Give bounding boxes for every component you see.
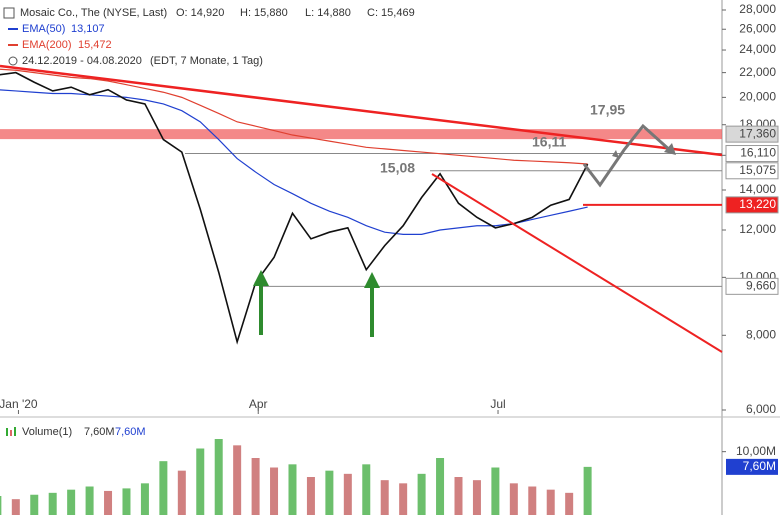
level-box bbox=[725, 196, 779, 214]
level-box bbox=[725, 125, 779, 143]
level-label: 13,220 bbox=[739, 197, 776, 211]
value-box bbox=[726, 458, 778, 475]
trend-line bbox=[431, 173, 723, 353]
volume-bar bbox=[214, 439, 223, 515]
buy-arrows bbox=[253, 270, 380, 337]
x-tick-label: Jan '20 bbox=[0, 397, 38, 411]
volume-bar bbox=[104, 490, 113, 515]
volume-bar bbox=[472, 480, 481, 515]
arrow-head bbox=[612, 150, 619, 158]
series-line bbox=[0, 71, 589, 345]
volume-bar bbox=[509, 483, 518, 515]
y-tick-label: 20,000 bbox=[739, 90, 776, 104]
y-tick-label: 28,000 bbox=[739, 2, 776, 16]
series-line bbox=[0, 89, 588, 235]
annotation: 15,08 bbox=[380, 160, 415, 176]
level-label: 16,110 bbox=[740, 146, 776, 160]
annotation: 16,11 bbox=[532, 134, 566, 150]
volume-bar bbox=[251, 458, 260, 515]
volume-bar bbox=[362, 464, 371, 515]
volume-bar bbox=[177, 470, 186, 515]
arrow-shaft bbox=[259, 283, 263, 335]
x-tick-label: Apr bbox=[249, 397, 268, 411]
volume-bar bbox=[48, 492, 57, 515]
y-tick-label: 22,000 bbox=[739, 65, 776, 79]
level-label: 15,075 bbox=[739, 163, 776, 177]
volume-bar bbox=[233, 445, 242, 515]
volume-value: 7,60M bbox=[84, 426, 115, 438]
volume-bar bbox=[30, 494, 39, 515]
volume-bar bbox=[436, 458, 445, 515]
volume-bar bbox=[454, 477, 463, 515]
volume-bar bbox=[325, 470, 334, 515]
volume-bar bbox=[380, 480, 389, 515]
icon bbox=[3, 7, 15, 19]
high: H: 15,880 bbox=[240, 7, 288, 19]
icon bbox=[14, 427, 16, 436]
level-label: 17,360 bbox=[739, 126, 776, 140]
x-tick-label: Jul bbox=[490, 397, 505, 411]
volume-bar bbox=[399, 483, 408, 515]
legend-swatch bbox=[8, 44, 18, 46]
title: Mosaic Co., The (NYSE, Last) bbox=[20, 7, 167, 19]
range-info: (EDT, 7 Monate, 1 Tag) bbox=[150, 55, 263, 67]
volume-bar bbox=[306, 477, 315, 515]
legend-value: 15,472 bbox=[78, 39, 112, 51]
volume-bar bbox=[565, 492, 574, 515]
volume-bar bbox=[583, 466, 592, 515]
volume-bar bbox=[491, 467, 500, 515]
legend-label: EMA(200) bbox=[22, 39, 72, 51]
volume-bar bbox=[159, 461, 168, 515]
legend-label: EMA(50) bbox=[22, 23, 65, 35]
level-label: 9,660 bbox=[746, 279, 776, 293]
y-tick-label: 12,000 bbox=[739, 222, 776, 236]
volume-bar bbox=[122, 488, 131, 515]
volume-bar bbox=[343, 473, 352, 515]
volume-value: 7,60M bbox=[115, 426, 146, 438]
icon bbox=[8, 56, 18, 66]
trend-line bbox=[0, 64, 723, 157]
y-tick-label: 10,00M bbox=[736, 444, 776, 458]
arrow-head bbox=[664, 143, 676, 155]
date-range: 24.12.2019 - 04.08.2020 bbox=[22, 55, 142, 67]
volume-bar bbox=[140, 483, 149, 515]
value-label: 7,60M bbox=[743, 459, 776, 473]
volume-bar bbox=[85, 486, 94, 515]
volume-legend: Volume(1) bbox=[22, 426, 72, 438]
legend-swatch bbox=[8, 28, 18, 30]
low: L: 14,880 bbox=[305, 7, 351, 19]
arrow-head bbox=[364, 272, 380, 288]
volume-bar bbox=[11, 499, 20, 515]
series-line bbox=[0, 68, 588, 165]
annotation: 17,95 bbox=[590, 102, 625, 118]
y-tick-label: 26,000 bbox=[739, 21, 776, 35]
level-box bbox=[725, 162, 779, 180]
volume-bar bbox=[270, 467, 279, 515]
y-tick-label: 24,000 bbox=[739, 42, 776, 56]
open: O: 14,920 bbox=[176, 7, 224, 19]
volume-bar bbox=[0, 496, 2, 515]
level-band bbox=[0, 129, 722, 140]
legend-value: 13,107 bbox=[71, 23, 105, 35]
volume-bar bbox=[288, 464, 297, 515]
volume-bar bbox=[417, 473, 426, 515]
volume-bar bbox=[546, 489, 555, 515]
y-tick-label: 8,000 bbox=[746, 327, 776, 341]
arrow-head bbox=[253, 270, 269, 286]
close: C: 15,469 bbox=[367, 7, 415, 19]
icon bbox=[6, 428, 8, 436]
projection-arrow bbox=[582, 123, 674, 188]
volume-bar bbox=[528, 486, 537, 515]
y-tick-label: 14,000 bbox=[739, 182, 776, 196]
level-box bbox=[725, 277, 779, 295]
icon bbox=[10, 430, 12, 436]
y-tick-label: 6,000 bbox=[746, 402, 776, 416]
volume-bar bbox=[67, 489, 76, 515]
arrow-shaft bbox=[370, 285, 374, 337]
volume-bar bbox=[196, 448, 205, 515]
level-box bbox=[725, 145, 779, 163]
